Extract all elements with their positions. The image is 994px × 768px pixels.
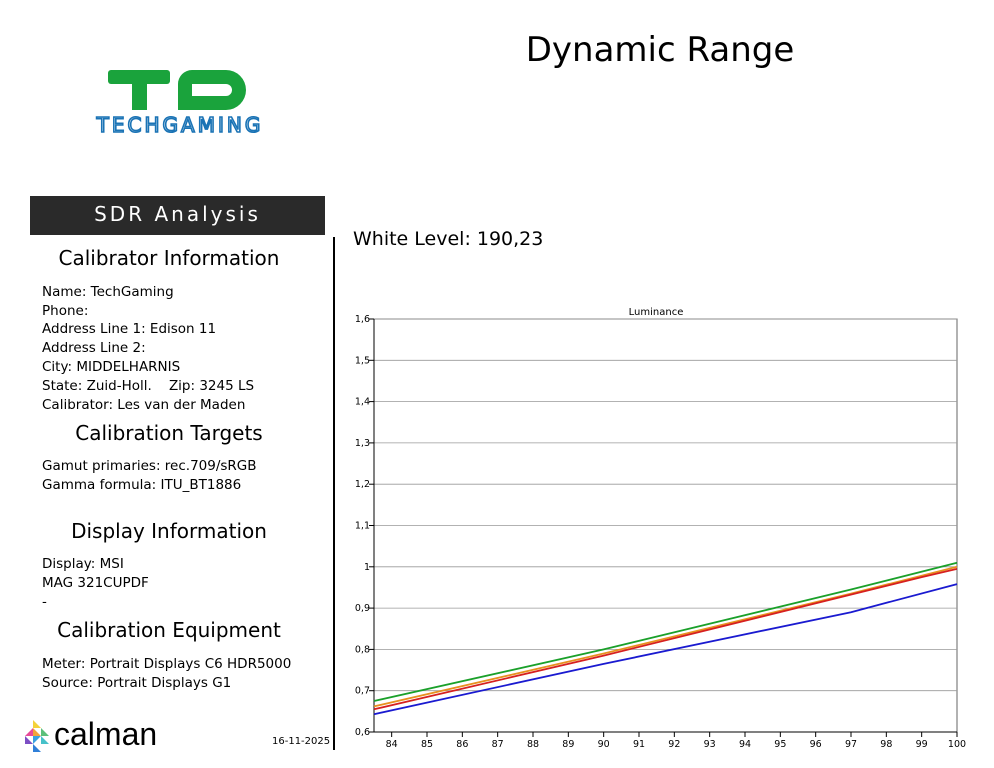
calibrator-name: Name: TechGaming (42, 284, 174, 300)
display-model: MAG 321CUPDF (42, 575, 149, 591)
calibrator-address2: Address Line 2: (42, 340, 146, 356)
equipment-source: Source: Portrait Displays G1 (42, 675, 232, 691)
y-tick-label: 1,5 (355, 355, 370, 366)
sdr-analysis-banner: SDR Analysis (30, 196, 325, 235)
series-line-2 (373, 565, 958, 708)
chart-series (373, 561, 958, 716)
calibrator-state-zip: State: Zuid-Holl. Zip: 3245 LS (42, 378, 255, 394)
x-tick-label: 89 (562, 739, 574, 750)
series-line-3 (373, 568, 958, 711)
x-tick-label: 90 (598, 739, 610, 750)
column-divider (333, 237, 335, 750)
x-tick-label: 93 (704, 739, 716, 750)
y-tick-label: 1,1 (355, 521, 370, 532)
x-tick-label: 96 (810, 739, 822, 750)
x-tick-label: 92 (668, 739, 680, 750)
calibrator-city: City: MIDDELHARNIS (42, 359, 181, 375)
y-tick-label: 0,7 (355, 686, 370, 697)
calibrator-phone: Phone: (42, 303, 89, 319)
report-date: 16-11-2025 (272, 736, 331, 747)
page-title: Dynamic Range (525, 30, 795, 70)
targets-gamma: Gamma formula: ITU_BT1886 (42, 477, 242, 493)
y-tick-label: 1,4 (355, 397, 370, 408)
calman-diamond-icon (25, 720, 49, 752)
x-tick-label: 98 (880, 739, 892, 750)
chart-grid (373, 318, 958, 733)
x-tick-label: 87 (492, 739, 504, 750)
white-level-readout: White Level: 190,23 (353, 228, 544, 250)
x-tick-label: 99 (916, 739, 928, 750)
x-tick-label: 94 (739, 739, 751, 750)
x-tick-label: 100 (948, 739, 966, 750)
y-tick-label: 0,8 (355, 644, 370, 655)
calman-wordmark: calman (54, 716, 157, 752)
display-brand: Display: MSI (42, 556, 124, 572)
targets-heading: Calibration Targets (75, 421, 263, 445)
y-tick-label: 0,6 (355, 727, 370, 738)
display-heading: Display Information (71, 519, 267, 543)
series-line-1 (373, 561, 958, 702)
x-tick-label: 97 (845, 739, 857, 750)
equipment-heading: Calibration Equipment (57, 618, 281, 642)
x-tick-label: 85 (421, 739, 433, 750)
chart-axes: 0,6 0,7 0,8 0,9 1 1,1 1,2 1,3 1,4 1,5 1,6 84 85 86 87 8… (355, 314, 966, 750)
y-tick-label: 1,6 (355, 314, 370, 325)
chart-title: Luminance (629, 307, 684, 318)
y-tick-label: 1,3 (355, 438, 370, 449)
x-tick-label: 91 (633, 739, 645, 750)
y-tick-label: 0,9 (355, 603, 370, 614)
logo-mark-icon (108, 70, 246, 110)
x-tick-label: 95 (774, 739, 786, 750)
x-tick-label: 88 (527, 739, 539, 750)
calibrator-address1: Address Line 1: Edison 11 (42, 321, 217, 337)
display-extra: - (42, 594, 47, 610)
logo-wordmark: TECHGAMING (96, 113, 264, 137)
equipment-meter: Meter: Portrait Displays C6 HDR5000 (42, 656, 292, 672)
y-tick-label: 1 (364, 562, 370, 573)
calman-logo: calman (25, 716, 157, 752)
targets-gamut: Gamut primaries: rec.709/sRGB (42, 458, 257, 474)
x-tick-label: 84 (386, 739, 398, 750)
luminance-chart: Luminance 0,6 0,7 0,8 0,9 1 1,1 1,2 1,3 1,4 1,5 1,… (355, 307, 966, 750)
x-tick-label: 86 (456, 739, 468, 750)
calibrator-heading: Calibrator Information (58, 246, 280, 270)
techgaming-logo: TECHGAMING (95, 70, 264, 138)
calibrator-person: Calibrator: Les van der Maden (42, 397, 246, 413)
y-tick-label: 1,2 (355, 479, 370, 490)
series-line-4 (373, 583, 958, 716)
